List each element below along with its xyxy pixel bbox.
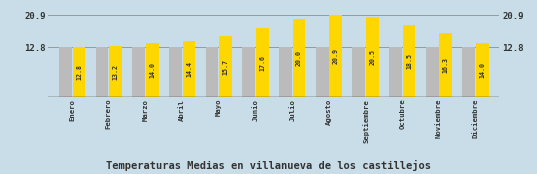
Bar <box>59 47 72 97</box>
Text: 12.8: 12.8 <box>76 64 82 80</box>
Bar <box>109 46 122 97</box>
Text: 20.9: 20.9 <box>332 48 339 64</box>
Bar <box>206 47 219 97</box>
Text: 16.3: 16.3 <box>442 57 449 73</box>
Bar <box>256 28 268 97</box>
Text: 14.0: 14.0 <box>480 62 485 78</box>
Bar <box>183 41 195 97</box>
Bar <box>389 47 402 97</box>
Bar <box>242 47 255 97</box>
Bar <box>132 47 145 97</box>
Bar <box>293 19 306 97</box>
Bar <box>279 47 292 97</box>
Bar <box>169 47 182 97</box>
Text: 14.0: 14.0 <box>149 62 155 78</box>
Bar <box>462 47 475 97</box>
Bar <box>219 36 232 97</box>
Bar <box>72 47 85 97</box>
Text: 14.4: 14.4 <box>186 61 192 77</box>
Text: 20.0: 20.0 <box>296 50 302 66</box>
Text: 17.6: 17.6 <box>259 55 265 71</box>
Bar <box>476 42 489 97</box>
Bar <box>316 47 329 97</box>
Text: 13.2: 13.2 <box>113 64 119 80</box>
Bar <box>96 47 108 97</box>
Text: 20.5: 20.5 <box>369 49 375 65</box>
Text: Temperaturas Medias en villanueva de los castillejos: Temperaturas Medias en villanueva de los… <box>106 160 431 171</box>
Bar <box>352 47 365 97</box>
Bar <box>146 42 159 97</box>
Bar <box>426 47 439 97</box>
Bar <box>403 25 416 97</box>
Bar <box>439 33 452 97</box>
Bar <box>366 17 379 97</box>
Text: 15.7: 15.7 <box>223 59 229 75</box>
Bar <box>329 15 342 97</box>
Text: 18.5: 18.5 <box>406 53 412 69</box>
